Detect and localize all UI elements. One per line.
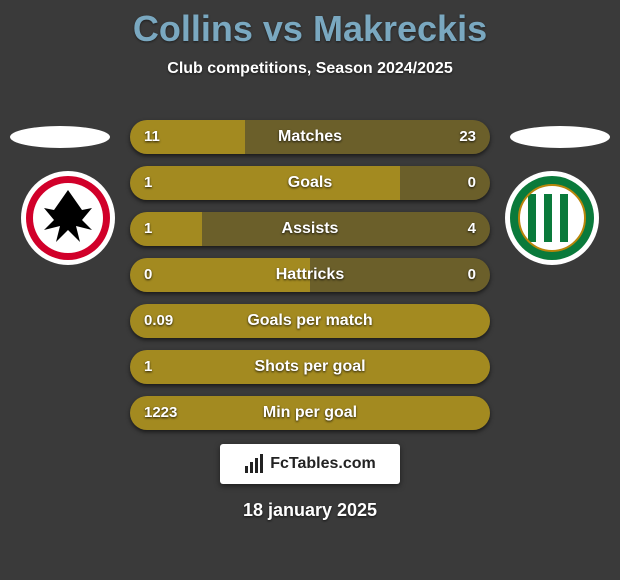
eintracht-crest-icon [20, 170, 116, 266]
stat-value-left: 1223 [144, 396, 177, 430]
stat-value-right: 4 [468, 212, 476, 246]
team-crest-right [504, 170, 600, 266]
shadow-ellipse-right [510, 126, 610, 148]
stat-label: Matches [130, 120, 490, 154]
brand-text: FcTables.com [270, 455, 376, 473]
stat-value-left: 11 [144, 120, 160, 154]
stat-row: Min per goal1223 [130, 396, 490, 430]
stat-label: Hattricks [130, 258, 490, 292]
stat-value-left: 1 [144, 350, 152, 384]
stat-label: Assists [130, 212, 490, 246]
stat-label: Min per goal [130, 396, 490, 430]
brand-badge[interactable]: FcTables.com [220, 444, 400, 484]
page-subtitle: Club competitions, Season 2024/2025 [0, 60, 620, 78]
ferencvaros-crest-icon [504, 170, 600, 266]
stat-label: Goals [130, 166, 490, 200]
stat-row: Shots per goal1 [130, 350, 490, 384]
stat-row: Goals1 0 [130, 166, 490, 200]
stat-value-right: 0 [468, 258, 476, 292]
stat-rows-container: Matches1123Goals10Assists14Hattricks00Go… [130, 120, 490, 442]
team-crest-left [20, 170, 116, 266]
stat-label: Shots per goal [130, 350, 490, 384]
stat-value-right: 23 [459, 120, 476, 154]
footer-date: 18 january 2025 [0, 500, 620, 521]
stat-value-right: 0 [468, 166, 476, 200]
page-title: Collins vs Makreckis [0, 0, 620, 50]
stat-row: Goals per match0.09 [130, 304, 490, 338]
stat-value-left: 0.09 [144, 304, 173, 338]
shadow-ellipse-left [10, 126, 110, 148]
stat-row: Assists1 4 [130, 212, 490, 246]
stat-row: Hattricks0 0 [130, 258, 490, 292]
stat-value-left: 0 [144, 258, 152, 292]
stat-value-left: 1 [144, 166, 152, 200]
chart-icon [244, 454, 264, 474]
stat-label: Goals per match [130, 304, 490, 338]
stat-value-left: 1 [144, 212, 152, 246]
stat-row: Matches11 23 [130, 120, 490, 154]
